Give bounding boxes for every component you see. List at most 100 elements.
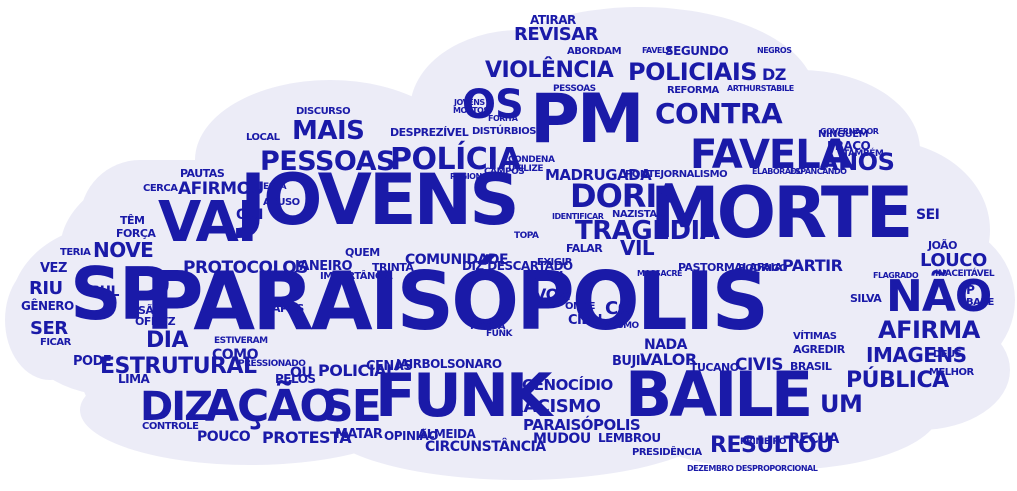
- word-massacre: MASSACRE: [637, 269, 683, 278]
- word-partir: PARTIR: [782, 256, 843, 275]
- word-qui: QUI: [236, 207, 263, 223]
- word-contra: CONTRA: [655, 97, 783, 130]
- word-imagens: IMAGENS: [866, 343, 967, 367]
- word-reforma: REFORMA: [667, 85, 719, 96]
- word-dezembro: DEZEMBRO DESPROPORCIONAL: [687, 464, 818, 473]
- word-doria: DORIA: [570, 177, 681, 215]
- word-nao: NÃO: [886, 271, 992, 322]
- word-ofnvz: OFNVZ: [135, 315, 176, 328]
- word-utilize: UTILIZE: [508, 164, 544, 174]
- word-morte: MORTE: [650, 172, 913, 254]
- word-voz: VOZ: [534, 285, 570, 304]
- word-forca: FORÇA: [116, 227, 156, 240]
- word-forita: FORITA: [488, 114, 518, 123]
- word-genocidio: GENOCÍDIO: [522, 376, 613, 394]
- word-afirmou: AFIRMOU: [178, 179, 264, 199]
- word-valor: VALOR: [640, 350, 697, 369]
- word-sp: SP: [70, 252, 172, 336]
- word-joao: JOÃO: [928, 239, 958, 252]
- word-cerca: CERCA: [143, 183, 178, 194]
- word-vez: VEZ: [40, 261, 67, 276]
- word-mais: MAIS: [292, 116, 365, 146]
- word-importancia: IMPORTÂNCIA: [320, 271, 393, 282]
- word-vitimas: VÍTIMAS: [793, 331, 837, 342]
- word-paraisopolis2: PARAISÓPOLIS: [523, 416, 641, 434]
- word-sei: SEI: [916, 207, 940, 223]
- word-deus: DEUS: [933, 349, 962, 360]
- word-regional: REGIONAL: [450, 172, 492, 181]
- word-policia: POLÍCIA: [390, 142, 521, 177]
- word-janeiro: JANEIRO: [295, 259, 353, 274]
- word-ser: SER: [30, 318, 68, 339]
- word-agredir: AGREDIR: [793, 343, 845, 356]
- word-mudou: MUDOU: [533, 431, 591, 447]
- word-flagrado: FLAGRADO: [873, 271, 919, 280]
- word-mesmo: MESMO: [603, 321, 639, 331]
- word-opiniao: OPINIÃO: [384, 429, 438, 443]
- word-matar: MATAR: [335, 427, 383, 442]
- word-nazista: NAZISTA: [612, 209, 657, 220]
- word-abuso: ABUSO: [263, 197, 300, 208]
- word-atirar: ATIRAR: [530, 13, 576, 27]
- word-exigir: EXIGIR: [537, 257, 572, 268]
- word-madrugada: MADRUGADA: [545, 166, 652, 184]
- word-falar: FALAR: [566, 242, 603, 255]
- word-desprezivel: DESPREZÍVEL: [390, 126, 469, 139]
- word-rodrigo: RODRIGO: [738, 263, 788, 274]
- word-local: LOCAL: [246, 132, 280, 143]
- word-tragedia: TRAGÉDIA: [575, 216, 720, 246]
- word-sul: SUL: [90, 284, 119, 300]
- word-protesta: PROTESTA: [262, 428, 352, 447]
- word-jovens: JOVENS: [240, 159, 520, 241]
- word-segundo: SEGUNDO: [665, 44, 729, 58]
- word-como: COMO: [212, 347, 259, 363]
- word-negros: NEGROS: [757, 46, 792, 55]
- word-campos: CAMPOS: [484, 167, 525, 177]
- word-funk: FUNK: [375, 361, 552, 431]
- word-civil: CIVIL: [534, 269, 567, 283]
- word-cidh: CIDH: [568, 313, 603, 328]
- word-tucano: TUCANO: [690, 361, 739, 374]
- word-elaborado: ELABORADO: [752, 167, 803, 176]
- word-vai: VAI: [158, 190, 258, 255]
- word-identificar: IDENTIFICAR: [552, 212, 604, 221]
- word-pode: PODE: [73, 354, 112, 369]
- word-lima: LIMA: [118, 372, 150, 386]
- word-acao: AÇÃO: [205, 381, 337, 432]
- word-comunidade: COMUNIDADE: [405, 252, 509, 268]
- word-esta: ESTÁ: [263, 182, 287, 192]
- word-disturbios: DISTÚRBIOS: [472, 126, 536, 137]
- word-nada: NADA: [644, 337, 688, 353]
- word-mortos: MORTOS: [453, 106, 489, 115]
- word-afirma: AFIRMA: [878, 316, 980, 344]
- word-controle: CONTROLE: [142, 421, 199, 432]
- word-pastor: PASTORMALAFAIA: [678, 261, 783, 274]
- word-circunstancia: CIRCUNSTÂNCIA: [425, 439, 546, 455]
- word-pessoas3: PESSOAS: [553, 84, 596, 94]
- word-onde: ONDE: [565, 301, 596, 312]
- word-vil: VIL: [620, 236, 655, 260]
- word-diz2: DIZ DESCARTADO: [462, 259, 573, 273]
- word-nove: NOVE: [93, 238, 154, 262]
- word-presidencia: PRESIDÊNCIA: [632, 447, 702, 458]
- word-paraisopolis: PARAISÓPOLIS: [145, 255, 769, 348]
- word-resultou: RESULTOU: [710, 433, 834, 458]
- word-publica: PÚBLICA: [846, 368, 949, 393]
- word-pontejornalismo: PONTEJORNALISMO: [625, 169, 728, 180]
- word-favela2: FAVELA: [642, 46, 673, 55]
- word-almeida: ALMEIDA: [418, 427, 476, 441]
- word-riu: RIU: [29, 278, 63, 299]
- word-bujil: BUJIL: [612, 354, 648, 369]
- word-ou: OU: [290, 365, 313, 381]
- word-discurso: DISCURSO: [296, 106, 351, 117]
- word-melhor: MELHOR: [929, 367, 974, 378]
- word-inaceitavel: INACEITÁVEL: [935, 269, 995, 279]
- word-abordam: ABORDAM: [567, 46, 622, 57]
- word-co: CO: [605, 298, 633, 319]
- word-pautas: PAUTAS: [180, 167, 225, 180]
- word-dia: DIA: [146, 328, 188, 353]
- word-jovens2: JOVENS: [454, 98, 485, 107]
- word-fraco: FRACO: [827, 139, 871, 153]
- word-possa: POSSA: [470, 321, 506, 332]
